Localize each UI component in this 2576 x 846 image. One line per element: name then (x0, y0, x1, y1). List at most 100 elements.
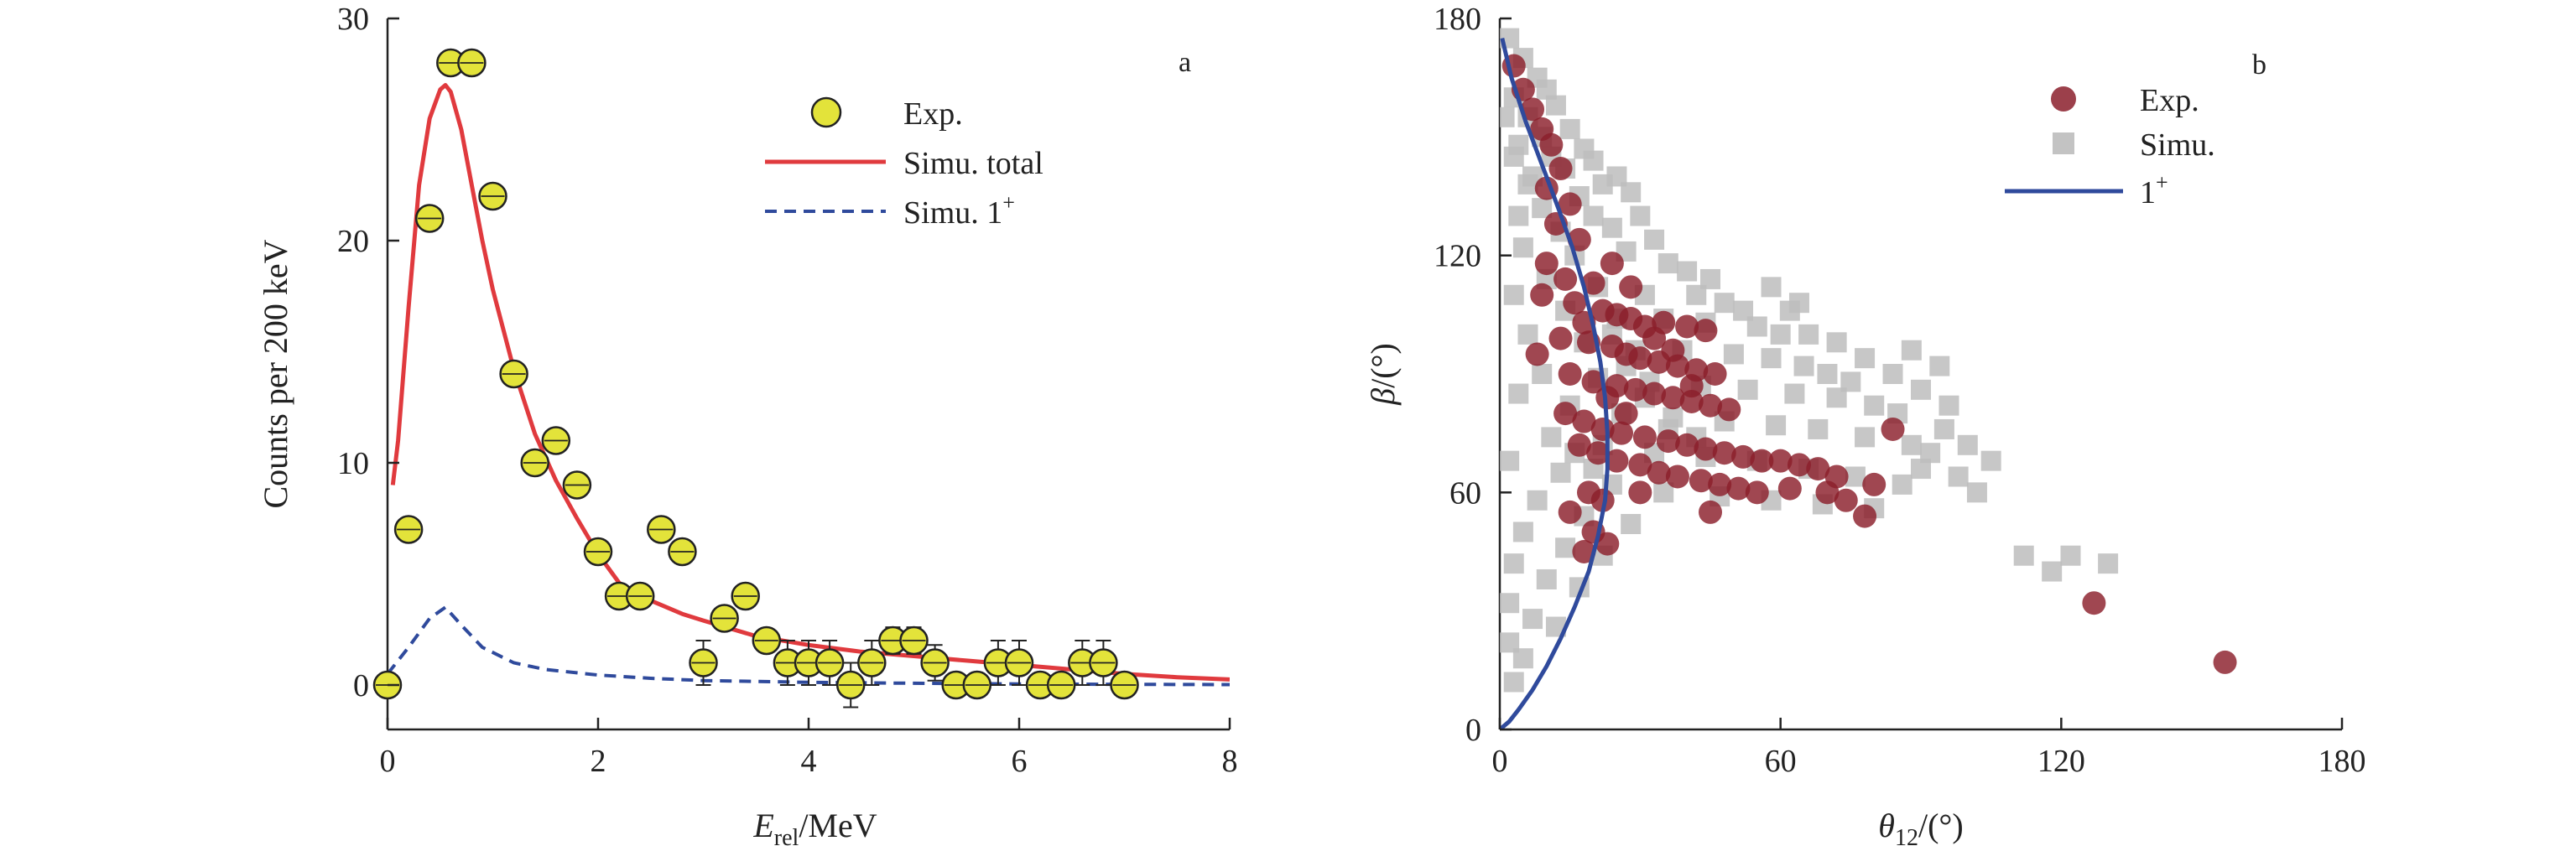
b-simu-point (2098, 553, 2119, 574)
b-y-tick-label: 180 (1434, 2, 1481, 37)
b-simu-point (1966, 482, 1987, 503)
b-simu-point (1808, 418, 1829, 439)
b-exp-point (1548, 326, 1573, 350)
b-simu-point (1901, 434, 1922, 455)
b-exp-point (1548, 157, 1573, 181)
b-simu-point (1855, 348, 1876, 369)
a-x-axis-label: Erel/MeV (752, 807, 877, 846)
b-simu-point (1911, 379, 1931, 400)
b-exp-point (1699, 393, 1722, 418)
a-y-tick-label: 30 (337, 2, 369, 37)
a-y-tick-label: 0 (353, 668, 369, 703)
b-simu-point (1500, 632, 1520, 653)
b-exp-point (1731, 444, 1756, 469)
b-exp-point (1661, 338, 1685, 362)
b-simu-point (1541, 427, 1562, 448)
b-simu-point (1714, 293, 1735, 314)
b-exp-point (1726, 476, 1751, 501)
a-x-tick-label: 0 (380, 744, 396, 779)
b-exp-point (1605, 449, 1629, 473)
b-simu-point (1536, 568, 1557, 589)
b-simu-point (1929, 356, 1950, 376)
b-simu-point (1601, 217, 1622, 238)
b-exp-point (1590, 488, 1615, 512)
b-simu-point (2060, 545, 2081, 566)
b-simu-point (1550, 462, 1571, 483)
b-simu-point (1517, 324, 1538, 345)
b-simu-point (1761, 277, 1782, 298)
b-exp-point (1689, 469, 1713, 493)
b-exp-point (1679, 374, 1704, 398)
b-simu-point (1517, 174, 1538, 195)
b-x-label-main: θ (1878, 807, 1895, 844)
b-exp-point (1595, 532, 1620, 556)
b-exp-point (1745, 480, 1769, 505)
b-simu-point (1500, 593, 1520, 614)
b-exp-point (1632, 425, 1657, 449)
b-one-plus-line (1500, 38, 1610, 729)
a-x-tick-label: 6 (1012, 744, 1028, 779)
b-simu-point (1621, 182, 1642, 203)
b-exp-point (1703, 362, 1727, 386)
b-simu-point (1980, 450, 2001, 471)
b-simu-point (1957, 434, 1978, 455)
b-exp-point (1862, 472, 1886, 496)
b-exp-point (1614, 402, 1638, 426)
b-simu-point (1559, 118, 1580, 139)
b-simu-point (1892, 474, 1912, 495)
a-legend-one-plus-text: Simu. 1 (903, 195, 1002, 231)
b-exp-point (1539, 132, 1564, 157)
b-exp-point (1534, 252, 1559, 276)
b-exp-point (1661, 386, 1685, 410)
b-simu-point (1503, 672, 1524, 693)
b-simu-point (1798, 324, 1819, 345)
b-simu-point (1503, 553, 1524, 574)
b-simu-point (1503, 146, 1524, 167)
b-exp-point (1558, 192, 1582, 216)
b-legend-simu-label: Simu. (2140, 127, 2215, 163)
b-exp-point (1581, 370, 1605, 394)
b-simu-point (1723, 344, 1744, 365)
b-simu-point (1933, 418, 1954, 439)
a-x-label-sub: rel (774, 825, 799, 846)
b-exp-point (1563, 291, 1587, 315)
b-simu-point (1901, 340, 1922, 361)
b-exp-point (1586, 441, 1611, 465)
a-legend-total-label: Simu. total (903, 146, 1043, 181)
b-simu-point (1784, 383, 1805, 404)
a-y-tick-label: 20 (337, 224, 369, 259)
b-panel-label: b (2252, 49, 2266, 80)
b-simu-point (1855, 427, 1876, 448)
b-simu-point (1500, 106, 1515, 127)
b-exp-point (1750, 449, 1774, 473)
b-simu-point (1864, 395, 1885, 416)
b-simu-point (1522, 609, 1543, 630)
b-simu-point (1657, 253, 1678, 274)
b-legend-one-plus-text: 1 (2140, 175, 2156, 210)
b-simu-point (1503, 284, 1524, 305)
b-one-plus-curve (1500, 38, 1610, 729)
b-simu-point (1555, 537, 1576, 558)
b-exp-point (1768, 449, 1793, 473)
b-exp-point (1881, 417, 1905, 441)
b-simu-point (2042, 561, 2063, 582)
b-exp-point (1787, 453, 1811, 477)
b-exp-point (1572, 409, 1596, 433)
b-exp-point (1815, 480, 1840, 505)
a-legend-exp-label: Exp. (903, 96, 963, 132)
b-x-tick-label: 60 (1765, 744, 1797, 779)
b-exp-point (1525, 342, 1549, 366)
b-exp-point (1675, 433, 1699, 457)
b-exp-point (1581, 271, 1605, 295)
a-legend: Exp. Simu. total Simu. 1+ (765, 96, 1043, 231)
b-simu-point (1817, 364, 1838, 384)
b-exp-point (1530, 283, 1554, 307)
b-x-tick-label: 180 (2318, 744, 2366, 779)
b-simu-point (1793, 356, 1814, 376)
b-simu-point (1746, 316, 1767, 337)
b-exp-point (1694, 319, 1718, 343)
b-exp-point (1834, 488, 1858, 512)
b-simu-point (1882, 364, 1903, 384)
b-exp-point (1567, 433, 1591, 457)
